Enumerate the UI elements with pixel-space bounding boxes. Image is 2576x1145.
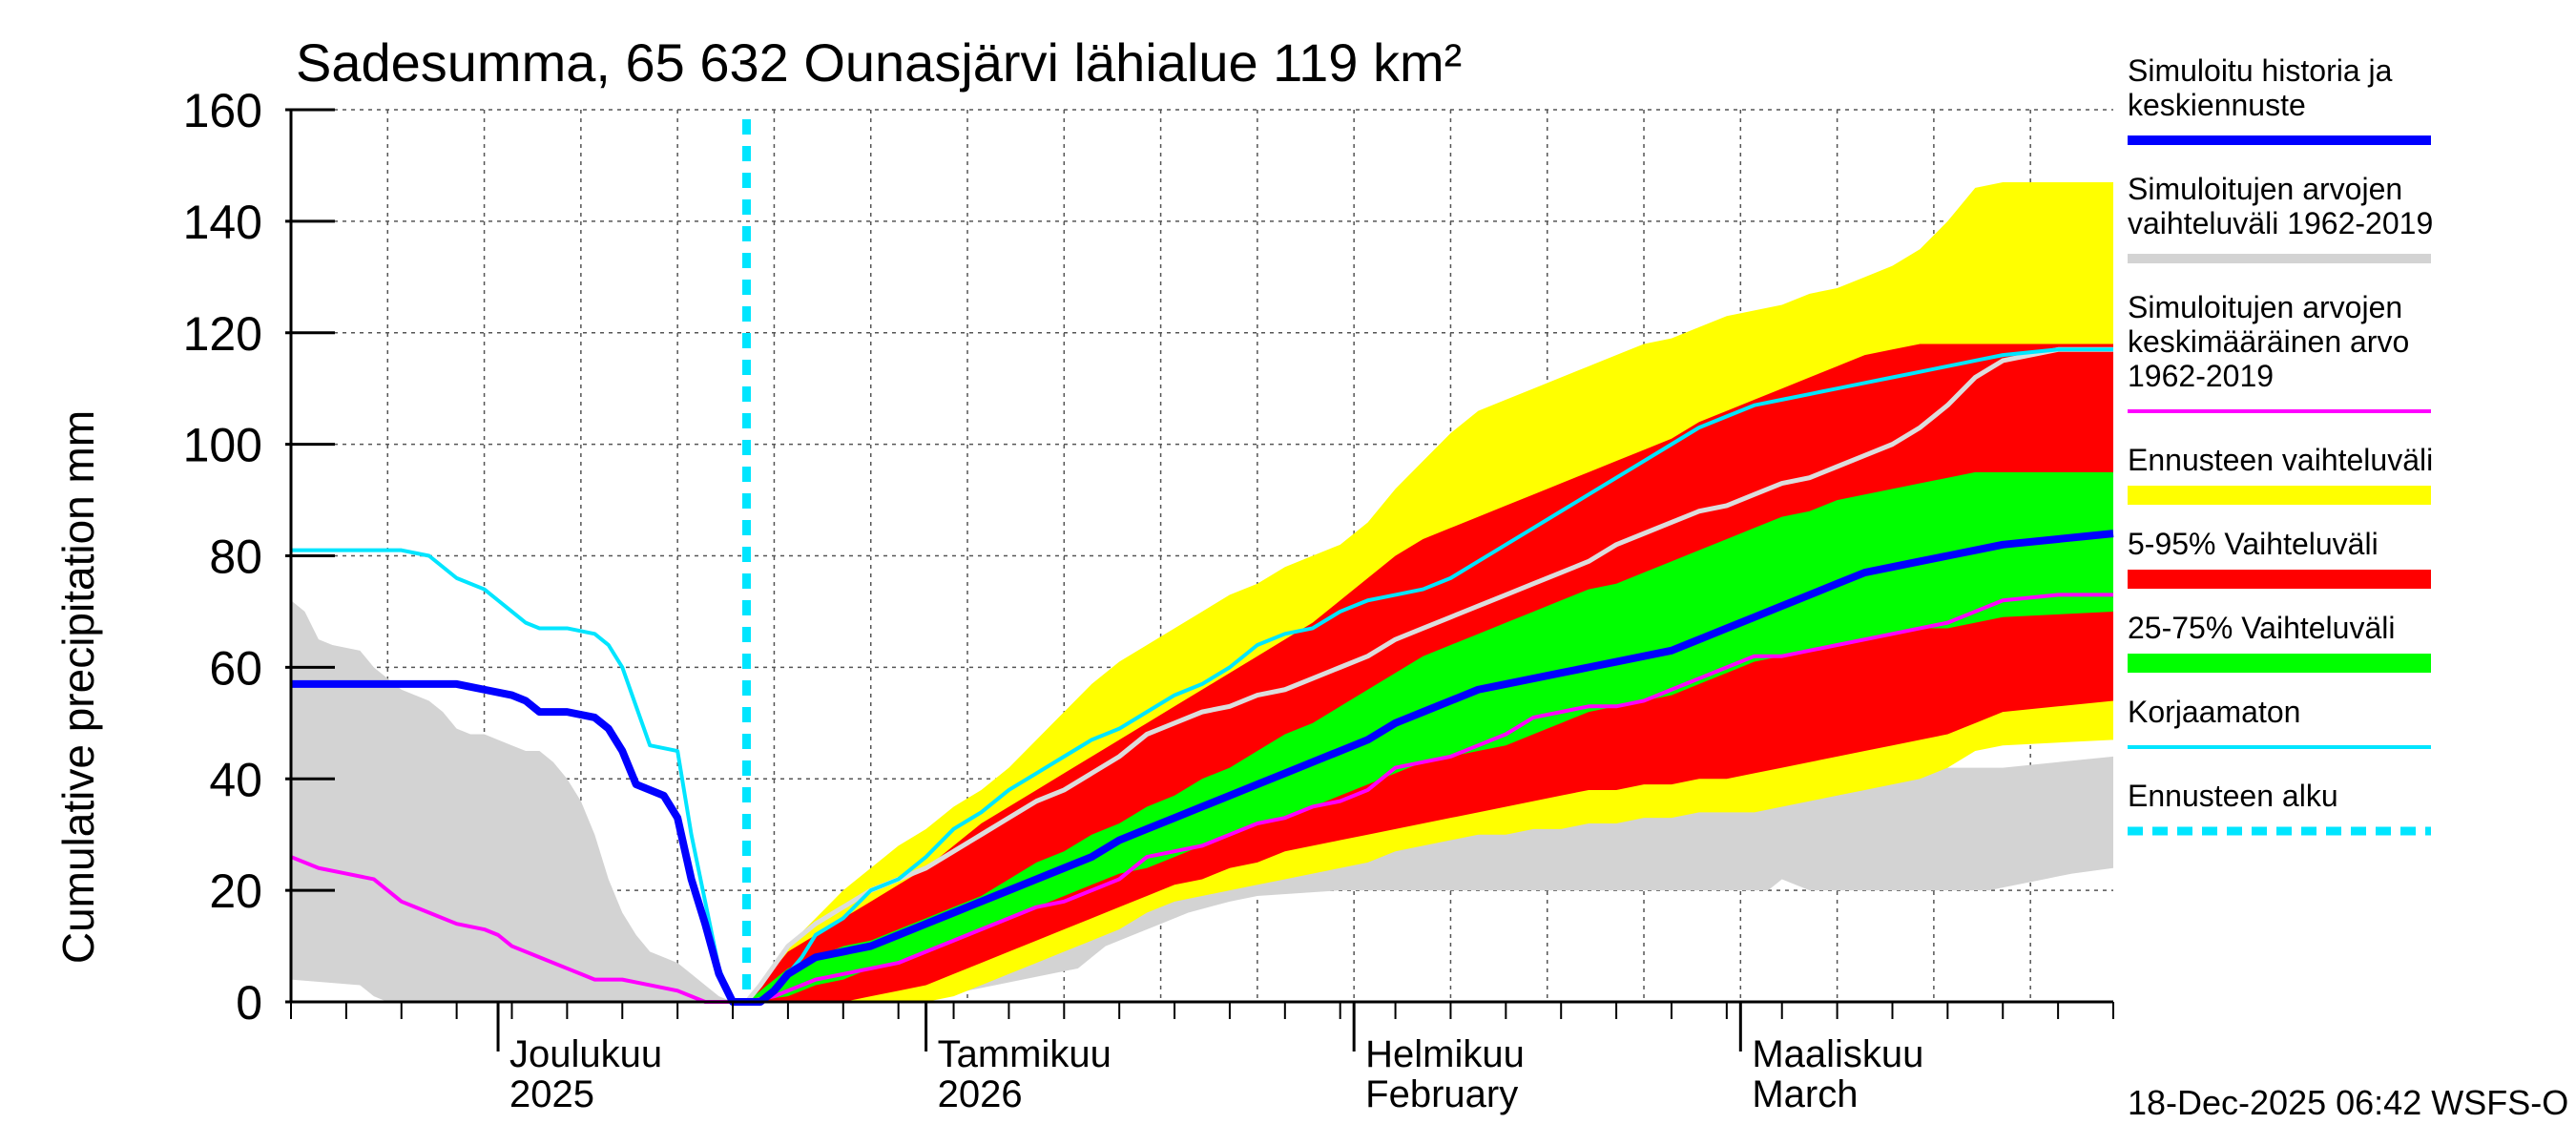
y-tick-label: 120 (183, 307, 262, 361)
legend-label: vaihteluväli 1962-2019 (2128, 206, 2433, 240)
y-axis-label: Cumulative precipitation mm (53, 410, 103, 964)
series-line-1 (744, 346, 2113, 1004)
legend-label: Ennusteen alku (2128, 779, 2338, 813)
bands (291, 181, 2113, 1002)
legend-label: Korjaamaton (2128, 695, 2300, 729)
x-year-label: March (1752, 1073, 1858, 1115)
y-tick-label: 0 (236, 976, 262, 1030)
y-tick-label: 140 (183, 196, 262, 249)
series-line-3 (291, 530, 2114, 1006)
legend-label: 5-95% Vaihteluväli (2128, 527, 2379, 561)
x-month-label: Joulukuu (509, 1033, 662, 1075)
series-line-2 (291, 347, 2113, 1004)
legend-swatch (2128, 654, 2431, 673)
y-tick-label: 60 (209, 641, 262, 695)
x-month-label: Helmikuu (1365, 1033, 1525, 1075)
legend-swatch (2128, 570, 2431, 589)
x-month-label: Maaliskuu (1752, 1033, 1923, 1075)
y-tick-label: 100 (183, 419, 262, 472)
legend-label: Ennusteen vaihteluväli (2128, 443, 2433, 477)
legend-label: keskimääräinen arvo (2128, 324, 2409, 359)
legend-label: 1962-2019 (2128, 359, 2274, 393)
band-p25_75 (746, 471, 2113, 1002)
legend-label: 25-75% Vaihteluväli (2128, 611, 2395, 645)
legend-label: Simuloitujen arvojen (2128, 172, 2402, 206)
legend-label: keskiennuste (2128, 88, 2306, 122)
y-tick-label: 160 (183, 84, 262, 137)
x-year-label: 2026 (938, 1073, 1023, 1115)
footer-timestamp: 18-Dec-2025 06:42 WSFS-O (2128, 1083, 2568, 1122)
legend-label: Simuloitu historia ja (2128, 53, 2393, 88)
x-year-label: 2025 (509, 1073, 594, 1115)
legend-swatch (2128, 486, 2431, 505)
legend-label: Simuloitujen arvojen (2128, 290, 2402, 324)
y-tick-label: 40 (209, 753, 262, 806)
x-month-label: Tammikuu (938, 1033, 1111, 1075)
x-year-label: February (1365, 1073, 1518, 1115)
series-lines (290, 119, 2114, 1006)
series-line-0 (290, 593, 2113, 1004)
y-tick-label: 20 (209, 864, 262, 918)
chart-title: Sadesumma, 65 632 Ounasjärvi lähialue 11… (296, 32, 1462, 93)
y-tick-label: 80 (209, 531, 262, 584)
